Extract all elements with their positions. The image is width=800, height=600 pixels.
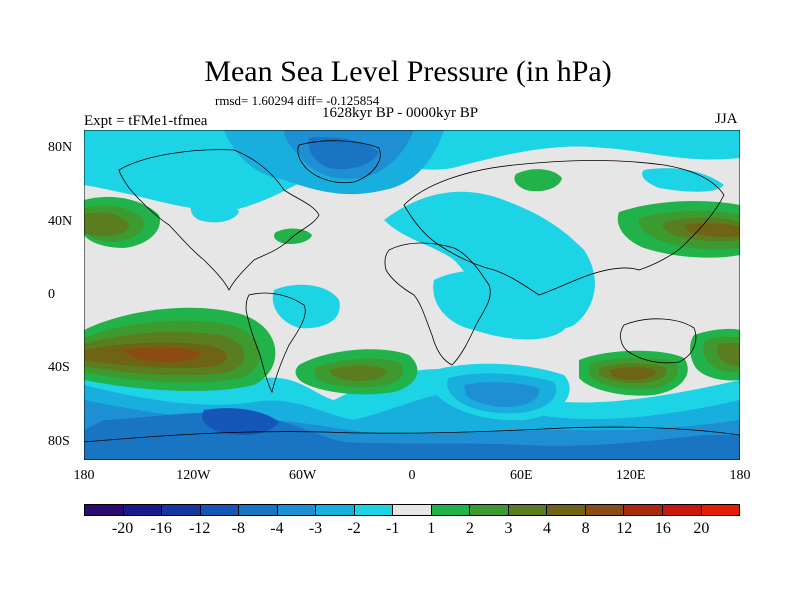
contour-westatl-cyan: [190, 198, 239, 223]
colorbar-label: 4: [543, 520, 552, 537]
coast-antarctica: [84, 426, 740, 443]
colorbar-segment: [239, 505, 278, 515]
contour-southern-core: [202, 408, 279, 435]
y-tick-label: 40S: [48, 360, 70, 376]
contour-nwpac-8: [684, 223, 740, 237]
colorbar-label: -4: [270, 520, 284, 537]
contour-spac-12: [124, 347, 200, 362]
colorbar-segment: [431, 505, 471, 515]
colorbar-segment: [662, 505, 702, 515]
stats-text: rmsd= 1.60294 diff= -0.125854: [215, 93, 380, 108]
x-tick-label: 0: [408, 468, 416, 483]
colorbar-label: -1: [386, 520, 400, 537]
y-tick-label: 80S: [48, 433, 70, 449]
contour-greenland-core: [308, 137, 379, 170]
contour-sind-8: [609, 367, 656, 380]
contour-india-cyan: [433, 270, 568, 340]
chart-title: Mean Sea Level Pressure (in hPa): [204, 55, 612, 88]
colorbar-label: -2: [347, 520, 361, 537]
colorbar-label: -12: [189, 520, 211, 537]
colorbar-segment: [624, 505, 663, 515]
colorbar-segment: [508, 505, 548, 515]
contour-npac-west-4: [84, 212, 129, 236]
colorbar-segment: [200, 505, 240, 515]
colorbar-segment: [277, 505, 317, 515]
y-tick-label: 80N: [48, 140, 73, 156]
colorbar-label: 8: [581, 520, 590, 537]
colorbar-label: -16: [150, 520, 172, 537]
colorbar-label: 12: [616, 520, 633, 537]
x-tick-label: 120E: [615, 468, 646, 483]
season-label: JJA: [715, 111, 738, 127]
coast-north-america: [118, 149, 320, 291]
x-tick-label: 60E: [510, 468, 533, 483]
coast-australia: [620, 318, 697, 364]
colorbar-label: 3: [504, 520, 513, 537]
colorbar-segment: [547, 505, 586, 515]
colorbar-label: 2: [465, 520, 474, 537]
colorbar-label: -8: [231, 520, 246, 537]
coast-south-america: [245, 292, 306, 394]
contour-siberia-2: [514, 169, 562, 192]
colorbar-segment: [393, 505, 432, 515]
colorbar-segment: [162, 505, 201, 515]
colorbar-segment: [354, 505, 394, 515]
contour-sindian-mid: [464, 382, 540, 407]
y-tick-label: 0: [48, 287, 55, 302]
coast-greenland: [297, 140, 381, 184]
colorbar-segment: [85, 505, 124, 515]
x-tick-label: 120W: [176, 468, 211, 483]
coast-eurasia: [403, 160, 725, 296]
contour-swpac-4: [716, 342, 740, 367]
x-tick-label: 180: [73, 468, 95, 483]
colorbar-segment: [316, 505, 355, 515]
x-tick-label: 60W: [289, 468, 317, 483]
coast-africa: [384, 242, 491, 366]
map-plot: [84, 130, 740, 460]
colorbar-label: -20: [111, 520, 134, 537]
contour-satl-4: [329, 365, 387, 381]
colorbar-label: 20: [693, 520, 710, 537]
colorbar-label: 1: [427, 520, 436, 537]
colorbar-segment: [470, 505, 509, 515]
colorbar: [84, 504, 740, 516]
colorbar-label: 16: [654, 520, 671, 537]
colorbar-label: -3: [308, 520, 323, 537]
colorbar-segment: [585, 505, 625, 515]
colorbar-segment: [701, 505, 740, 515]
experiment-label: Expt = tFMe1-tfmea: [84, 113, 208, 129]
y-tick-label: 40N: [48, 213, 73, 229]
coastlines: [84, 140, 740, 443]
subtitle-text: 1628kyr BP - 0000kyr BP: [322, 105, 479, 121]
colorbar-segment: [123, 505, 163, 515]
contour-westpac-cyan: [642, 168, 724, 192]
contour-tropatl-cyan: [272, 284, 340, 329]
x-tick-label: 180: [729, 468, 751, 483]
